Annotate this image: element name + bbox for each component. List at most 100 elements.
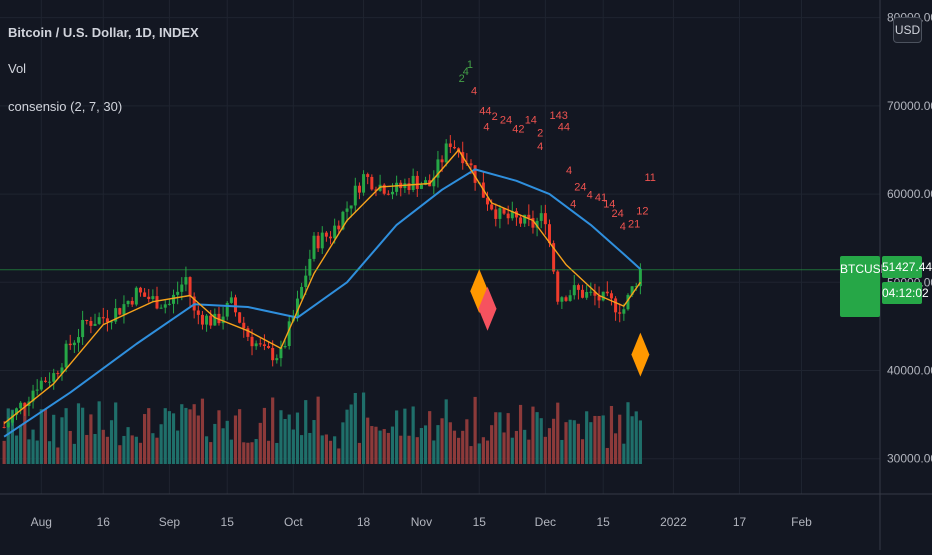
candle-body (576, 285, 580, 290)
candle-body (167, 303, 171, 305)
candle-body (614, 298, 618, 313)
candle-body (184, 277, 188, 285)
volume-bar (374, 426, 378, 464)
volume-bars (2, 392, 642, 464)
volume-bar (403, 408, 407, 464)
volume-bar (147, 408, 151, 464)
volume-bar (254, 439, 258, 464)
volume-bar (19, 425, 23, 464)
candle-body (64, 343, 68, 368)
volume-legend[interactable]: Vol (8, 61, 27, 76)
signal-diamond (631, 332, 650, 377)
volume-bar (246, 442, 250, 464)
volume-bar (213, 423, 217, 464)
volume-bar (188, 409, 192, 464)
candle-body (48, 381, 52, 383)
price-tag-symbol: BTCUSD (840, 262, 890, 276)
volume-bar (353, 392, 357, 464)
candle-body (382, 184, 386, 194)
candle-body (597, 295, 601, 301)
count-label: 4 (587, 189, 593, 201)
candle-body (118, 308, 122, 315)
volume-bar (634, 411, 638, 464)
volume-bar (456, 437, 461, 464)
candle-body (6, 422, 10, 428)
candle-body (105, 318, 109, 322)
candle-body (432, 177, 436, 187)
volume-bar (39, 409, 43, 464)
volume-bar (43, 409, 48, 464)
volume-bar (378, 430, 382, 464)
candle-body (469, 163, 473, 166)
volume-bar (258, 422, 262, 464)
candle-body (122, 304, 126, 315)
volume-bar (312, 420, 316, 464)
volume-bar (171, 413, 176, 464)
candle-body (490, 204, 494, 210)
volume-bar (308, 432, 312, 464)
volume-bar (357, 442, 362, 464)
volume-bar (109, 420, 114, 464)
volume-bar (597, 415, 601, 464)
volume-bar (609, 405, 614, 464)
volume-bar (630, 416, 634, 464)
volume-bar (415, 437, 419, 464)
count-label: 42 (512, 123, 524, 135)
candle-body (415, 175, 419, 189)
volume-bar (469, 446, 473, 464)
volume-bar (618, 414, 622, 464)
count-label: 41 (595, 192, 607, 204)
candle-body (324, 232, 328, 237)
candle-body (630, 286, 634, 295)
volume-bar (518, 404, 523, 464)
volume-bar (556, 402, 560, 464)
volume-bar (543, 436, 547, 464)
candle-body (258, 343, 262, 345)
x-tick-label: 2022 (660, 515, 687, 529)
x-tick-label: 15 (597, 515, 611, 529)
volume-bar (287, 414, 291, 464)
volume-bar (283, 419, 287, 464)
candle-body (2, 426, 6, 428)
candle-body (510, 211, 514, 219)
symbol-title[interactable]: Bitcoin / U.S. Dollar, 1D, INDEX (8, 25, 199, 40)
volume-bar (10, 409, 14, 464)
price-tag-last: 51427.44 (882, 256, 932, 278)
volume-bar (233, 415, 238, 464)
count-label: 4 (537, 141, 543, 153)
volume-bar (572, 420, 576, 464)
candle-body (267, 346, 271, 348)
x-tick-label: Feb (791, 515, 812, 529)
candle-body (97, 317, 101, 324)
volume-bar (143, 414, 147, 464)
x-tick-label: 18 (357, 515, 371, 529)
y-tick-label: 30000.00 (887, 452, 932, 466)
volume-bar (200, 398, 205, 464)
candle-body (329, 236, 333, 239)
indicator-legend[interactable]: consensio (2, 7, 30) (8, 99, 123, 114)
volume-bar (304, 400, 308, 464)
count-label: 4 (570, 198, 576, 210)
candle-body (572, 285, 576, 296)
candle-body (494, 209, 498, 219)
candle-body (295, 298, 299, 316)
volume-bar (229, 439, 233, 464)
candle-body (411, 175, 415, 190)
currency-button[interactable]: USD (893, 17, 922, 43)
volume-bar (97, 401, 101, 464)
candle-body (147, 296, 151, 300)
candle-body (205, 315, 209, 325)
candle-body (519, 217, 523, 224)
volume-bar (72, 443, 76, 464)
candle-body (10, 414, 14, 423)
volume-bar (638, 420, 642, 464)
candle-body (395, 182, 399, 192)
count-label: 4 (463, 66, 469, 78)
x-tick-label: Nov (411, 515, 432, 529)
volume-bar (271, 397, 275, 464)
candle-body (126, 300, 130, 305)
volume-bar (105, 436, 110, 464)
volume-bar (6, 408, 10, 464)
